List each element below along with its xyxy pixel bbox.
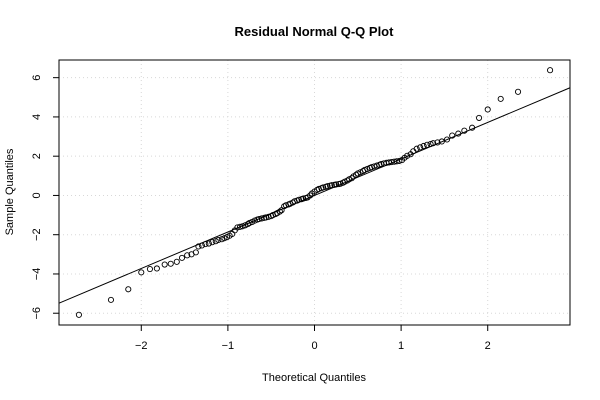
data-point	[246, 219, 253, 226]
data-point	[455, 130, 462, 137]
y-tick-label: −4	[31, 268, 43, 281]
data-point	[75, 311, 82, 318]
data-point	[427, 140, 434, 148]
data-point	[348, 175, 355, 182]
y-axis: −6 −4 −2 0 2 4 6	[31, 75, 59, 320]
data-point	[417, 144, 424, 151]
data-point	[420, 142, 427, 150]
data-point	[202, 241, 209, 248]
data-point	[430, 140, 437, 147]
data-points	[75, 67, 554, 318]
data-point	[424, 141, 431, 148]
data-point	[497, 95, 504, 102]
data-point	[333, 181, 340, 188]
data-point	[205, 240, 212, 247]
reference-line	[58, 87, 571, 304]
data-point	[469, 124, 476, 131]
data-point	[153, 265, 160, 272]
y-tick-label: 4	[31, 114, 43, 120]
data-point	[195, 243, 202, 250]
data-point	[396, 157, 403, 164]
x-tick-label: 0	[311, 340, 317, 352]
data-point	[324, 183, 331, 190]
data-point	[125, 286, 132, 293]
data-point	[276, 208, 283, 215]
data-point	[215, 236, 222, 244]
data-point	[218, 236, 225, 243]
y-axis-label: Sample Quantiles	[4, 148, 16, 235]
y-tick-label: −6	[31, 307, 43, 320]
data-point	[198, 242, 205, 249]
data-point	[461, 127, 468, 134]
data-point	[192, 249, 199, 256]
data-point	[449, 132, 456, 139]
data-point	[514, 88, 522, 95]
data-point	[167, 260, 174, 267]
x-tick-label: 2	[485, 340, 491, 352]
data-point	[107, 296, 115, 303]
data-point	[438, 138, 445, 145]
data-point	[173, 258, 180, 265]
data-point	[404, 152, 411, 159]
y-tick-label: −2	[31, 228, 43, 241]
data-point	[353, 171, 360, 178]
data-point	[413, 145, 420, 152]
data-point	[328, 182, 335, 189]
data-point	[484, 106, 491, 113]
y-tick-label: 0	[31, 192, 43, 198]
y-tick-label: 6	[31, 75, 43, 81]
data-point	[178, 254, 186, 261]
data-point	[258, 215, 265, 222]
data-point	[443, 136, 451, 143]
x-tick-label: −1	[222, 340, 235, 352]
x-tick-label: −2	[135, 340, 148, 352]
data-point	[295, 196, 302, 203]
x-tick-label: 1	[398, 340, 404, 352]
data-point	[184, 252, 191, 259]
data-point	[239, 223, 246, 230]
x-axis: −2 −1 0 1 2	[135, 325, 491, 352]
data-point	[547, 67, 554, 74]
data-point	[434, 139, 441, 146]
reference-line-group	[58, 87, 571, 304]
data-point	[146, 266, 153, 273]
data-point	[300, 195, 307, 202]
y-tick-label: 2	[31, 153, 43, 159]
data-point	[138, 269, 145, 276]
data-point	[361, 166, 368, 173]
data-point	[476, 114, 483, 121]
data-point	[161, 261, 168, 268]
data-point	[209, 239, 216, 246]
chart-title: Residual Normal Q-Q Plot	[235, 24, 395, 39]
x-axis-label: Theoretical Quantiles	[262, 372, 366, 384]
data-point	[307, 192, 314, 199]
data-point	[320, 184, 327, 191]
